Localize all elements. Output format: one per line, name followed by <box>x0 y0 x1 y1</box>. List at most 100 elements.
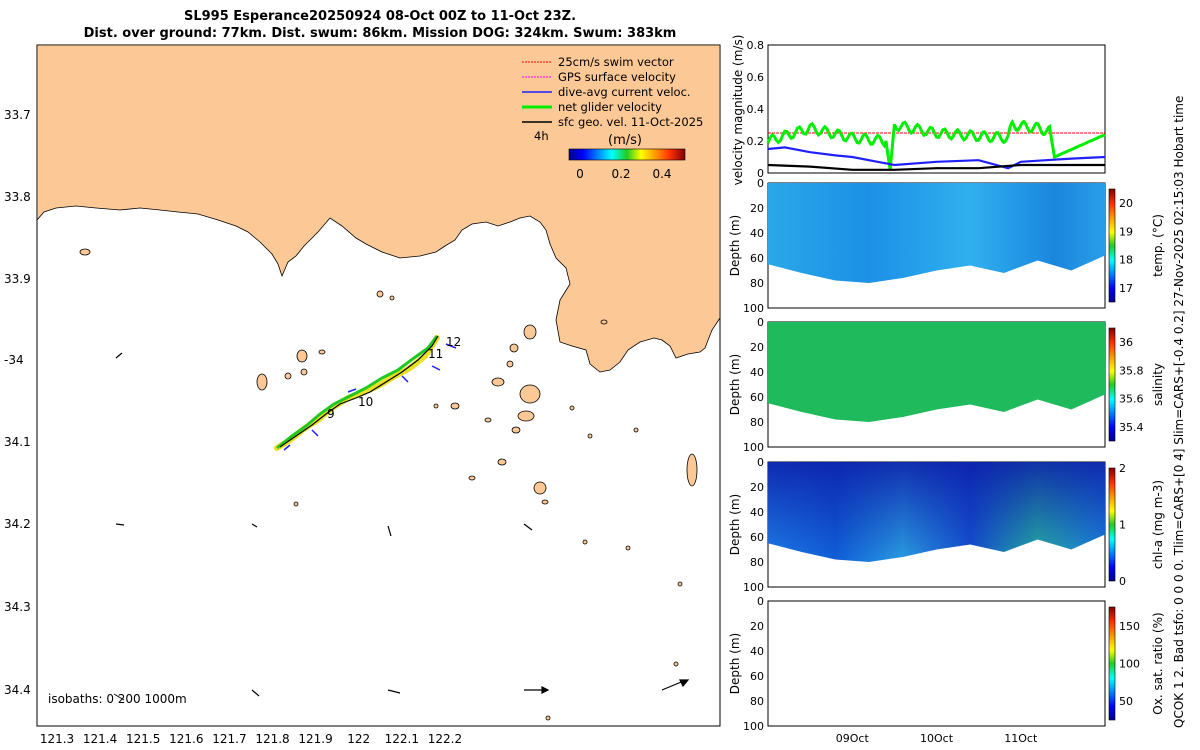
salinity-y-tick: 60 <box>750 391 764 404</box>
salinity-y-tick: 0 <box>757 316 764 329</box>
isobaths-label: isobaths: 0 200 1000m <box>48 692 187 706</box>
temperature-colorbar-label: temp. (°C) <box>1151 214 1165 277</box>
day-label: 12 <box>446 335 461 349</box>
coastline-land <box>37 45 720 373</box>
chla-surface-layer <box>768 462 1105 562</box>
legend-label: sfc geo. vel. 11-Oct-2025 <box>558 115 703 129</box>
time-tick: 10Oct <box>920 732 954 745</box>
chla-y-tick: 80 <box>750 556 764 569</box>
map-y-tick: 34.2 <box>4 517 31 531</box>
colorbar-tick: 0.2 <box>611 167 630 181</box>
oxygen-colorbar-tick: 100 <box>1119 658 1140 671</box>
chla-colorbar-tick: 0 <box>1119 575 1126 588</box>
velocity-series-dive-avg-current-veloc- <box>767 146 1106 170</box>
temperature-ylabel: Depth (m) <box>728 215 742 276</box>
temperature-y-tick: 60 <box>750 252 764 265</box>
oxygen-y-tick: 40 <box>750 645 764 658</box>
map-legend: 25cm/s swim vector GPS surface velocity … <box>522 55 703 181</box>
salinity-colorbar-label: salinity <box>1151 363 1165 406</box>
legend-label: 25cm/s swim vector <box>558 55 674 69</box>
salinity-section <box>768 322 1105 422</box>
velocity-ylabel: velocity magnitude (m/s) <box>731 35 745 186</box>
salinity-y-tick: 80 <box>750 416 764 429</box>
chla-y-tick: 40 <box>750 506 764 519</box>
time-tick: 09Oct <box>836 732 870 745</box>
map-x-tick: 122.1 <box>385 732 419 746</box>
time-tick: 11Oct <box>1004 732 1038 745</box>
map-y-tick: -34 <box>4 353 24 367</box>
legend-extra: 4h <box>534 129 549 143</box>
chart-title: SL995 Esperance20250924 08-Oct 00Z to 11… <box>183 9 577 24</box>
isobath-legend: isobaths: 0 200 1000m <box>48 692 187 706</box>
oxygen-colorbar <box>1108 606 1116 721</box>
colorbar-label: (m/s) <box>608 133 642 148</box>
chla-ylabel: Depth (m) <box>728 494 742 555</box>
map-x-tick: 121.8 <box>255 732 289 746</box>
velocity-series-sfc-geo-vel- <box>767 163 1105 171</box>
map-x-tick: 121.5 <box>126 732 160 746</box>
oxygen-y-tick: 60 <box>750 670 764 683</box>
legend-label: dive-avg current veloc. <box>558 85 691 99</box>
chla-y-tick: 20 <box>750 481 764 494</box>
map-x-tick: 121.6 <box>169 732 203 746</box>
velocity-panel-frame <box>767 44 1106 174</box>
colorbar-tick: 0.4 <box>652 167 671 181</box>
velocity-y-tick: 0.6 <box>747 71 765 84</box>
oxygen-ylabel: Depth (m) <box>728 633 742 694</box>
current-vectors <box>283 343 457 451</box>
colorbar-tick: 0 <box>576 167 584 181</box>
chla-colorbar-tick: 2 <box>1119 462 1126 475</box>
map-y-tick: 33.7 <box>4 108 31 122</box>
map-x-tick: 121.3 <box>40 732 74 746</box>
oxygen-colorbar-label: Ox. sat. ratio (%) <box>1151 612 1165 714</box>
salinity-colorbar-tick: 35.4 <box>1119 421 1144 434</box>
day-label: 9 <box>327 407 335 421</box>
islands <box>79 248 698 721</box>
oxygen-y-tick: 20 <box>750 620 764 633</box>
track-map: 9 10 11 12 121.3 121.4 121.5 121.6 121.7 121.… <box>4 44 721 746</box>
map-x-tick: 121.9 <box>298 732 332 746</box>
day-labels: 9 10 11 12 <box>327 335 461 421</box>
temperature-panel-frame <box>767 182 1106 309</box>
temperature-colorbar-tick: 17 <box>1119 282 1133 295</box>
oxygen-y-tick: 80 <box>750 695 764 708</box>
oxygen-colorbar-tick: 50 <box>1119 695 1133 708</box>
temperature-colorbar <box>1108 188 1116 303</box>
map-x-tick: 121.4 <box>83 732 117 746</box>
salinity-colorbar <box>1108 327 1116 442</box>
temperature-colorbar-tick: 20 <box>1119 197 1133 210</box>
glider-track-green <box>276 335 439 450</box>
chla-section <box>768 462 1105 562</box>
salinity-colorbar-tick: 36 <box>1119 336 1133 349</box>
day-label: 10 <box>358 395 373 409</box>
map-x-tick: 122.2 <box>428 732 462 746</box>
chla-y-tick: 60 <box>750 531 764 544</box>
geo-velocity-arrows <box>115 352 690 697</box>
temperature-y-tick: 0 <box>757 177 764 190</box>
temperature-colorbar-tick: 19 <box>1119 225 1133 238</box>
map-y-tick: 33.8 <box>4 190 31 204</box>
glider-track-black <box>279 335 439 448</box>
side-note: QCOK 1 2. Bad tsfo: 0 0 0 0. Tlim=CARS+[… <box>1172 95 1186 728</box>
oxygen-y-tick: 100 <box>743 720 764 733</box>
legend-label: net glider velocity <box>558 100 662 114</box>
temperature-y-tick: 100 <box>743 302 764 315</box>
map-x-tick: 122 <box>347 732 370 746</box>
temperature-y-tick: 80 <box>750 277 764 290</box>
temperature-section <box>768 183 1105 283</box>
salinity-colorbar-tick: 35.6 <box>1119 393 1144 406</box>
chla-y-tick: 0 <box>757 456 764 469</box>
chla-y-tick: 100 <box>743 581 764 594</box>
map-x-axis: 121.3 121.4 121.5 121.6 121.7 121.8 121.9 122 12… <box>40 732 462 746</box>
velocity-y-tick: 0.4 <box>747 103 765 116</box>
speed-colorbar <box>568 148 686 161</box>
oxygen-panel-frame <box>767 600 1106 727</box>
salinity-y-tick: 20 <box>750 341 764 354</box>
salinity-y-tick: 100 <box>743 441 764 454</box>
temperature-y-tick: 40 <box>750 227 764 240</box>
chla-colorbar <box>1108 467 1116 582</box>
salinity-y-tick: 40 <box>750 366 764 379</box>
oxygen-colorbar-tick: 150 <box>1119 620 1140 633</box>
salinity-panel-frame <box>767 321 1106 448</box>
velocity-y-tick: 0.8 <box>747 39 765 52</box>
